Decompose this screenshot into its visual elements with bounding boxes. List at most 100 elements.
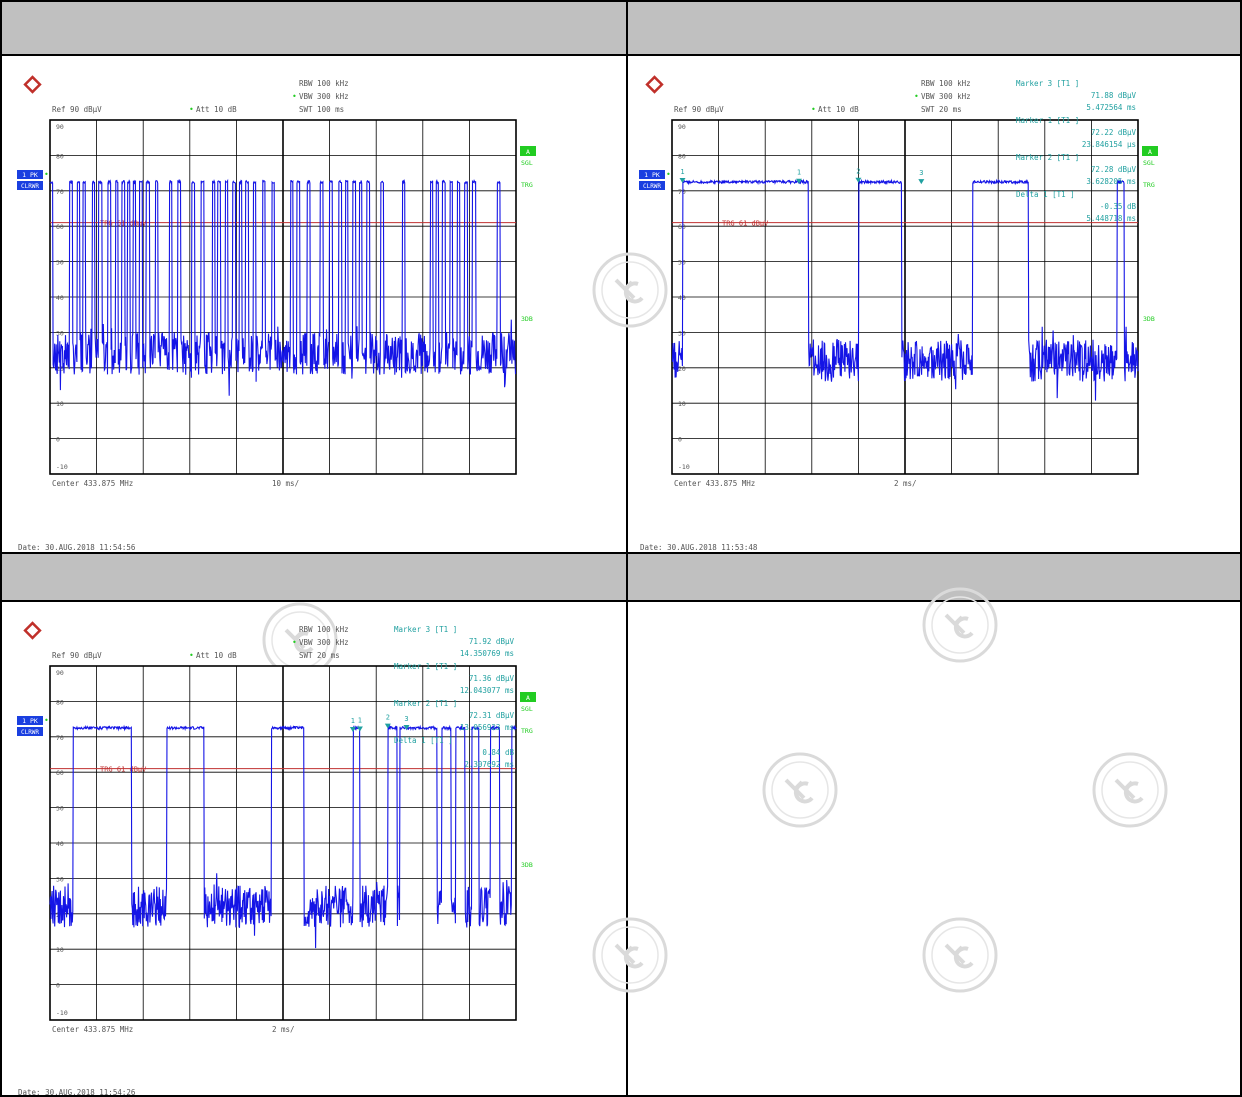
grid-lines [50, 666, 516, 1020]
status-a-label: A [526, 148, 530, 156]
rs-logo-icon [645, 75, 664, 94]
y-tick-label: 70 [56, 734, 64, 742]
marker-triangle [349, 726, 356, 732]
rs-logo-icon [23, 621, 42, 640]
marker-number: 3 [919, 169, 923, 177]
status-3db-label: 3DB [1143, 315, 1155, 323]
swt-label: SWT 100 ms [299, 105, 344, 114]
y-tick-label: 0 [678, 436, 682, 444]
marker-triangle [384, 723, 391, 729]
trigger-level-label: TRG 61 dBµV [100, 220, 147, 228]
date-label: Date: 30.AUG.2018 11:54:56 [18, 543, 136, 552]
ref-level-label: Ref 90 dBµV [52, 651, 102, 660]
vbw-label: VBW 300 kHz [299, 638, 349, 647]
trace-line [49, 178, 517, 396]
marker-readout-time: 12.043077 ms [460, 686, 514, 695]
clrwr-label: CLRWR [643, 183, 661, 190]
marker-triangle [855, 177, 862, 183]
clrwr-box [639, 181, 665, 190]
y-tick-label: 70 [678, 188, 686, 196]
y-tick-label: 10 [678, 400, 686, 408]
marker-readout-title: Delta 1 [T1 ] [1016, 190, 1075, 199]
marker-readout-level: 71.92 dBµV [469, 637, 515, 646]
y-tick-label: 50 [56, 805, 64, 813]
rbw-label: RBW 100 kHz [299, 79, 349, 88]
header-cell-mid-left [2, 554, 628, 602]
status-sgl-label: SGL [521, 159, 533, 167]
marker-readout-time: 5.472564 ms [1086, 103, 1136, 112]
att-dot-icon: • [189, 105, 194, 114]
y-tick-label: 10 [56, 946, 64, 954]
trace-dot-icon: • [666, 170, 671, 179]
marker-triangle [679, 177, 686, 183]
status-trg-label: TRG [521, 181, 533, 189]
tct-watermark-icon [760, 750, 840, 830]
header-cell-top-left [2, 2, 628, 56]
y-tick-label: 80 [678, 152, 686, 160]
marker-readout-level: 72.31 dBµV [469, 711, 515, 720]
marker-readout-level: 72.28 dBµV [1091, 165, 1137, 174]
trigger-level-label: TRG 61 dBµV [722, 220, 769, 228]
trace-dot-icon: • [44, 716, 49, 725]
y-tick-label: 10 [56, 400, 64, 408]
marker-number: 1 [351, 717, 355, 725]
status-a-box [520, 692, 536, 702]
marker-number: 1 [680, 168, 684, 176]
time-per-div-label: 2 ms/ [894, 479, 917, 488]
y-tick-label: 50 [56, 259, 64, 267]
marker-readout-title: Delta 1 [T1 ] [394, 736, 453, 745]
trace-detector-label: 1 PK [22, 717, 38, 725]
vbw-dot-icon: • [292, 92, 297, 101]
status-a-box [1142, 146, 1158, 156]
status-trg-label: TRG [1143, 181, 1155, 189]
marker-readout-time: 14.350769 ms [460, 649, 514, 658]
y-tick-label: 60 [678, 223, 686, 231]
trace-line [49, 724, 517, 949]
rs-logo-icon [23, 75, 42, 94]
clrwr-label: CLRWR [21, 183, 39, 190]
y-tick-label: 0 [56, 436, 60, 444]
attenuation-label: Att 10 dB [818, 105, 859, 114]
status-a-label: A [1148, 148, 1152, 156]
center-frequency-label: Center 433.875 MHz [52, 479, 133, 488]
marker-number: 1 [358, 716, 362, 724]
y-tick-label: 90 [56, 669, 64, 677]
marker-number: 2 [856, 168, 860, 176]
marker-readout-level: 71.36 dBµV [469, 674, 515, 683]
marker-readout-title: Marker 1 [T1 ] [394, 662, 457, 671]
marker-readout-time: 23.846154 µs [1082, 140, 1136, 149]
marker-readout-time: 3.628205 ms [1086, 177, 1136, 186]
table-left-border [0, 0, 2, 1097]
y-tick-label: 80 [56, 698, 64, 706]
y-tick-label: 60 [56, 223, 64, 231]
attenuation-label: Att 10 dB [196, 651, 237, 660]
marker-readout-title: Marker 3 [T1 ] [394, 625, 457, 634]
trace-mode-box [17, 170, 43, 179]
trace-detector-label: 1 PK [644, 171, 660, 179]
clrwr-box [17, 181, 43, 190]
marker-readout-time: 5.448718 ms [1086, 214, 1136, 223]
marker-readout-title: Marker 2 [T1 ] [394, 699, 457, 708]
vbw-dot-icon: • [914, 92, 919, 101]
attenuation-label: Att 10 dB [196, 105, 237, 114]
marker-number: 2 [386, 714, 390, 722]
marker-readout-title: Marker 3 [T1 ] [1016, 79, 1079, 88]
tct-watermark-icon [1090, 750, 1170, 830]
header-cell-top-right [628, 2, 1242, 56]
ref-level-label: Ref 90 dBµV [52, 105, 102, 114]
trigger-level-label: TRG 61 dBµV [100, 766, 147, 774]
y-tick-label: 80 [56, 152, 64, 160]
date-label: Date: 30.AUG.2018 11:54:26 [18, 1088, 136, 1097]
table-top-border [0, 0, 1242, 2]
vbw-label: VBW 300 kHz [921, 92, 971, 101]
y-tick-label: 50 [678, 259, 686, 267]
marker-readout-title: Marker 1 [T1 ] [1016, 116, 1079, 125]
time-per-div-label: 2 ms/ [272, 1025, 295, 1034]
clrwr-label: CLRWR [21, 729, 39, 736]
center-frequency-label: Center 433.875 MHz [674, 479, 755, 488]
trace-detector-label: 1 PK [22, 171, 38, 179]
y-tick-label: 90 [678, 123, 686, 131]
y-tick-label: 70 [56, 188, 64, 196]
